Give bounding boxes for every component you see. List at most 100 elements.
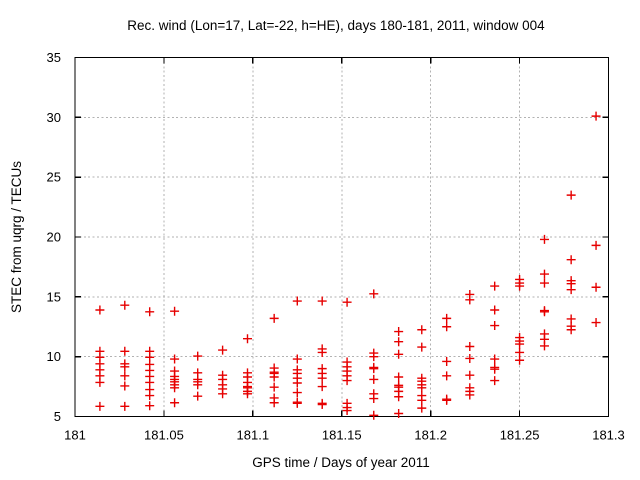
data-point-marker [539,307,549,317]
data-point-marker [539,234,549,244]
data-point-marker [269,398,279,408]
data-point-marker [465,370,475,380]
data-point-marker [394,327,404,337]
data-point-marker [539,269,549,279]
chart-title: Rec. wind (Lon=17, Lat=-22, h=HE), days … [127,18,545,33]
y-tick-label: 5 [54,409,61,424]
data-point-marker [417,395,427,405]
data-point-marker [394,337,404,347]
data-point-marker [95,305,105,315]
y-tick-label: 20 [47,230,61,245]
data-point-marker [317,382,327,392]
data-point-marker [193,391,203,401]
y-tick-label: 30 [47,110,61,125]
data-point-marker [394,392,404,402]
data-point-marker [417,383,427,393]
data-point-marker [95,401,105,411]
data-point-marker [539,278,549,288]
data-point-marker [342,297,352,307]
data-point-marker [120,346,130,356]
data-point-marker [269,382,279,392]
y-tick-label: 35 [47,50,61,65]
data-point-marker [566,255,576,265]
tick-label-layer: 181 181.05 181.1 181.15 181.2 181.25 181.3 5 10 1… [47,50,625,443]
data-point-marker [566,325,576,335]
data-point-marker [317,347,327,357]
data-point-marker [369,410,379,420]
data-point-marker [292,388,302,398]
data-point-marker [442,322,452,332]
data-point-marker [591,282,601,292]
axis-layer [74,56,610,418]
data-point-marker [317,296,327,306]
data-point-marker [120,401,130,411]
data-point-marker [317,400,327,410]
data-point-marker [292,354,302,364]
data-point-marker [490,376,500,386]
data-point-marker [292,296,302,306]
data-point-marker [120,381,130,391]
data-point-marker [193,351,203,361]
data-point-marker [515,339,525,349]
data-point-marker [442,313,452,323]
data-point-marker [242,389,252,399]
data-point-marker [193,380,203,390]
data-point-marker [369,352,379,362]
data-points-layer [95,111,601,420]
data-point-marker [369,289,379,299]
data-point-marker [242,334,252,344]
data-point-marker [120,371,130,381]
data-point-marker [515,281,525,291]
data-point-marker [515,355,525,365]
data-point-marker [394,372,404,382]
x-tick-label: 181.1 [237,428,270,443]
data-point-marker [490,321,500,331]
data-point-marker [170,306,180,316]
data-point-marker [465,353,475,363]
data-point-marker [145,401,155,411]
data-point-marker [218,389,228,399]
data-point-marker [515,347,525,357]
data-point-marker [591,111,601,121]
data-point-marker [145,307,155,317]
data-point-marker [394,349,404,359]
y-axis-label: STEC from uqrg / TECUs [9,161,24,313]
data-point-marker [566,190,576,200]
data-point-marker [292,398,302,408]
data-point-marker [269,372,279,382]
data-point-marker [566,285,576,295]
data-point-marker [417,403,427,413]
data-point-marker [417,342,427,352]
data-point-marker [490,281,500,291]
data-point-marker [442,356,452,366]
data-point-marker [170,354,180,364]
x-tick-label: 181.3 [592,428,625,443]
data-point-marker [465,341,475,351]
data-point-marker [342,376,352,386]
data-point-marker [442,395,452,405]
data-point-marker [394,409,404,419]
data-point-marker [442,371,452,381]
x-tick-label: 181.15 [322,428,362,443]
x-tick-label: 181.05 [144,428,184,443]
data-point-marker [342,406,352,416]
data-point-marker [120,362,130,372]
data-point-marker [369,374,379,384]
data-point-marker [539,341,549,351]
y-tick-label: 10 [47,349,61,364]
data-point-marker [591,318,601,328]
data-point-marker [292,378,302,388]
y-tick-label: 15 [47,289,61,304]
data-point-marker [591,240,601,250]
data-point-marker [145,391,155,401]
data-point-marker [465,295,475,305]
x-tick-label: 181.2 [414,428,447,443]
x-axis-label: GPS time / Days of year 2011 [252,455,430,470]
data-point-marker [465,390,475,400]
data-point-marker [317,373,327,383]
data-point-marker [369,394,379,404]
data-point-marker [170,398,180,408]
data-point-marker [490,364,500,374]
